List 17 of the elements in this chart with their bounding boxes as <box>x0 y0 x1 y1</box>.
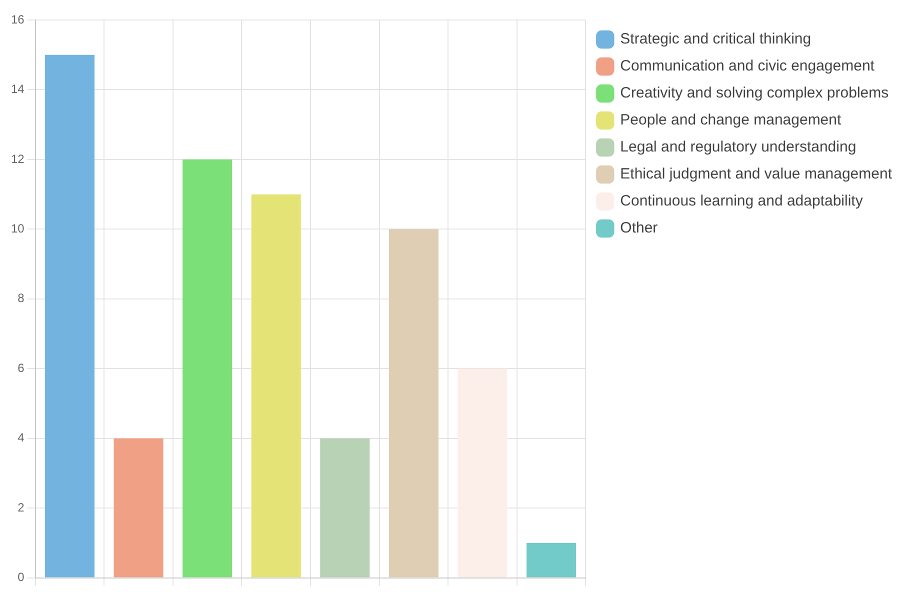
y-tick-label: 12 <box>10 152 25 166</box>
legend-label: Other <box>620 220 658 237</box>
legend-label: Continuous learning and adaptability <box>620 192 864 210</box>
y-tick-label: 6 <box>18 360 25 375</box>
legend-label: Legal and regulatory understanding <box>620 138 856 156</box>
y-tick-label: 14 <box>10 82 25 96</box>
y-tick-label: 2 <box>18 500 25 514</box>
legend-label: Communication and civic engagement <box>620 58 876 75</box>
legend-label: Strategic and critical thinking <box>620 30 812 48</box>
y-tick-label: 10 <box>10 221 25 236</box>
y-tick-label: 0 <box>18 570 25 584</box>
y-tick-label: 4 <box>18 430 25 445</box>
y-tick-label: 8 <box>18 291 25 306</box>
y-tick-label: 16 <box>10 12 25 26</box>
legend-label: People and change management <box>620 112 842 129</box>
legend-label: Ethical judgment and value management <box>620 166 893 183</box>
legend-label: Creativity and solving complex problems <box>620 84 889 102</box>
